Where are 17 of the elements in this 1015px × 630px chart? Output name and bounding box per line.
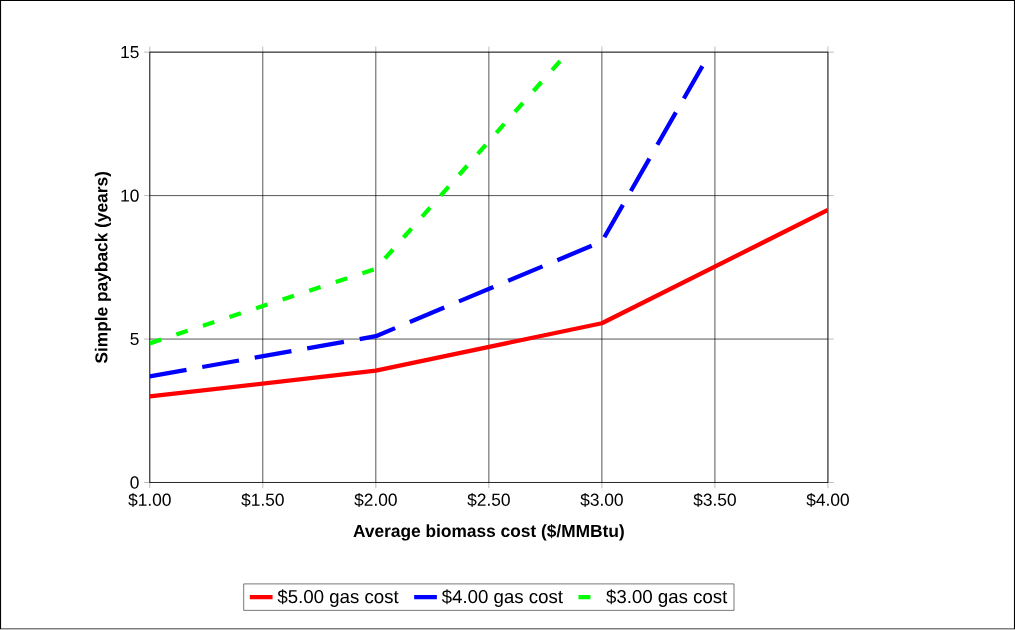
x-tick-label: $1.00 bbox=[128, 493, 171, 508]
y-tick-label: 0 bbox=[130, 476, 139, 489]
x-tick-label: $4.00 bbox=[806, 493, 849, 508]
x-axis-title: Average biomass cost ($/MMBtu) bbox=[353, 524, 624, 541]
legend-label: $3.00 gas cost bbox=[606, 589, 728, 608]
legend-label: $5.00 gas cost bbox=[277, 589, 399, 608]
x-tick-label: $2.00 bbox=[354, 493, 397, 508]
line-series bbox=[149, 208, 828, 399]
y-tick-label: 15 bbox=[121, 46, 139, 59]
x-tick-label: $1.50 bbox=[241, 493, 284, 508]
legend-label: $4.00 gas cost bbox=[441, 589, 563, 608]
y-tick-label: 5 bbox=[130, 333, 139, 346]
x-tick-label: $3.00 bbox=[580, 493, 623, 508]
y-tick-label: 10 bbox=[121, 189, 139, 202]
y-axis-title: Simple payback (years) bbox=[94, 172, 111, 364]
x-tick-label: $3.50 bbox=[693, 493, 736, 508]
x-tick-label: $2.50 bbox=[467, 493, 510, 508]
